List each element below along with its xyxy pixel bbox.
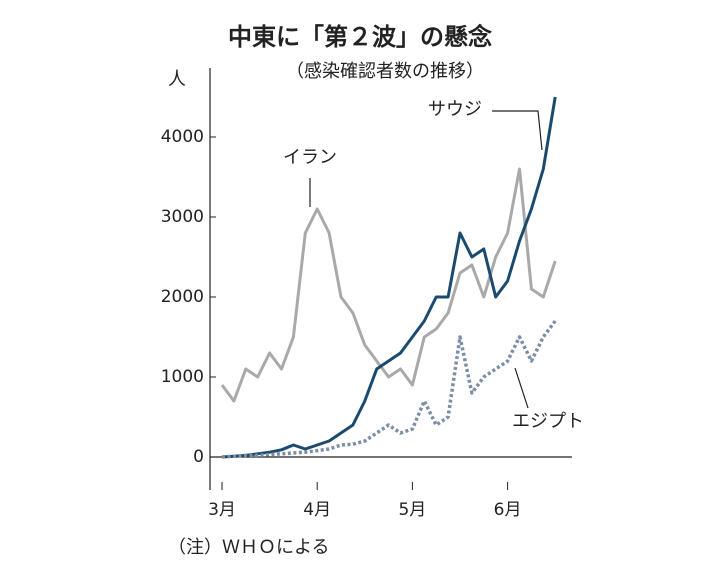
y-tick-label: 0 (193, 447, 204, 467)
leader-line (514, 367, 529, 409)
y-tick-label: 2000 (161, 287, 204, 307)
series-label: イラン (283, 147, 337, 168)
x-tick-label: 3月 (208, 500, 236, 520)
y-tick-label: 4000 (161, 127, 204, 147)
chart-title: 中東に「第２波」の懸念 (228, 23, 492, 51)
note: （注）ＷＨＯによる (168, 537, 329, 558)
y-tick-label: 1000 (161, 367, 204, 387)
series-label: エジプト (512, 411, 584, 432)
x-tick-label: 4月 (303, 500, 331, 520)
series-line (220, 167, 557, 403)
y-unit: 人 (168, 69, 186, 90)
chart-subtitle: （感染確認者数の推移） (286, 61, 484, 82)
leader-line (492, 110, 543, 151)
x-tick-label: 5月 (398, 500, 426, 520)
y-tick-label: 3000 (161, 207, 204, 227)
series-line (221, 319, 557, 459)
x-tick-label: 6月 (494, 500, 522, 520)
series-label: サウジ (428, 99, 482, 120)
series-line (221, 96, 557, 459)
